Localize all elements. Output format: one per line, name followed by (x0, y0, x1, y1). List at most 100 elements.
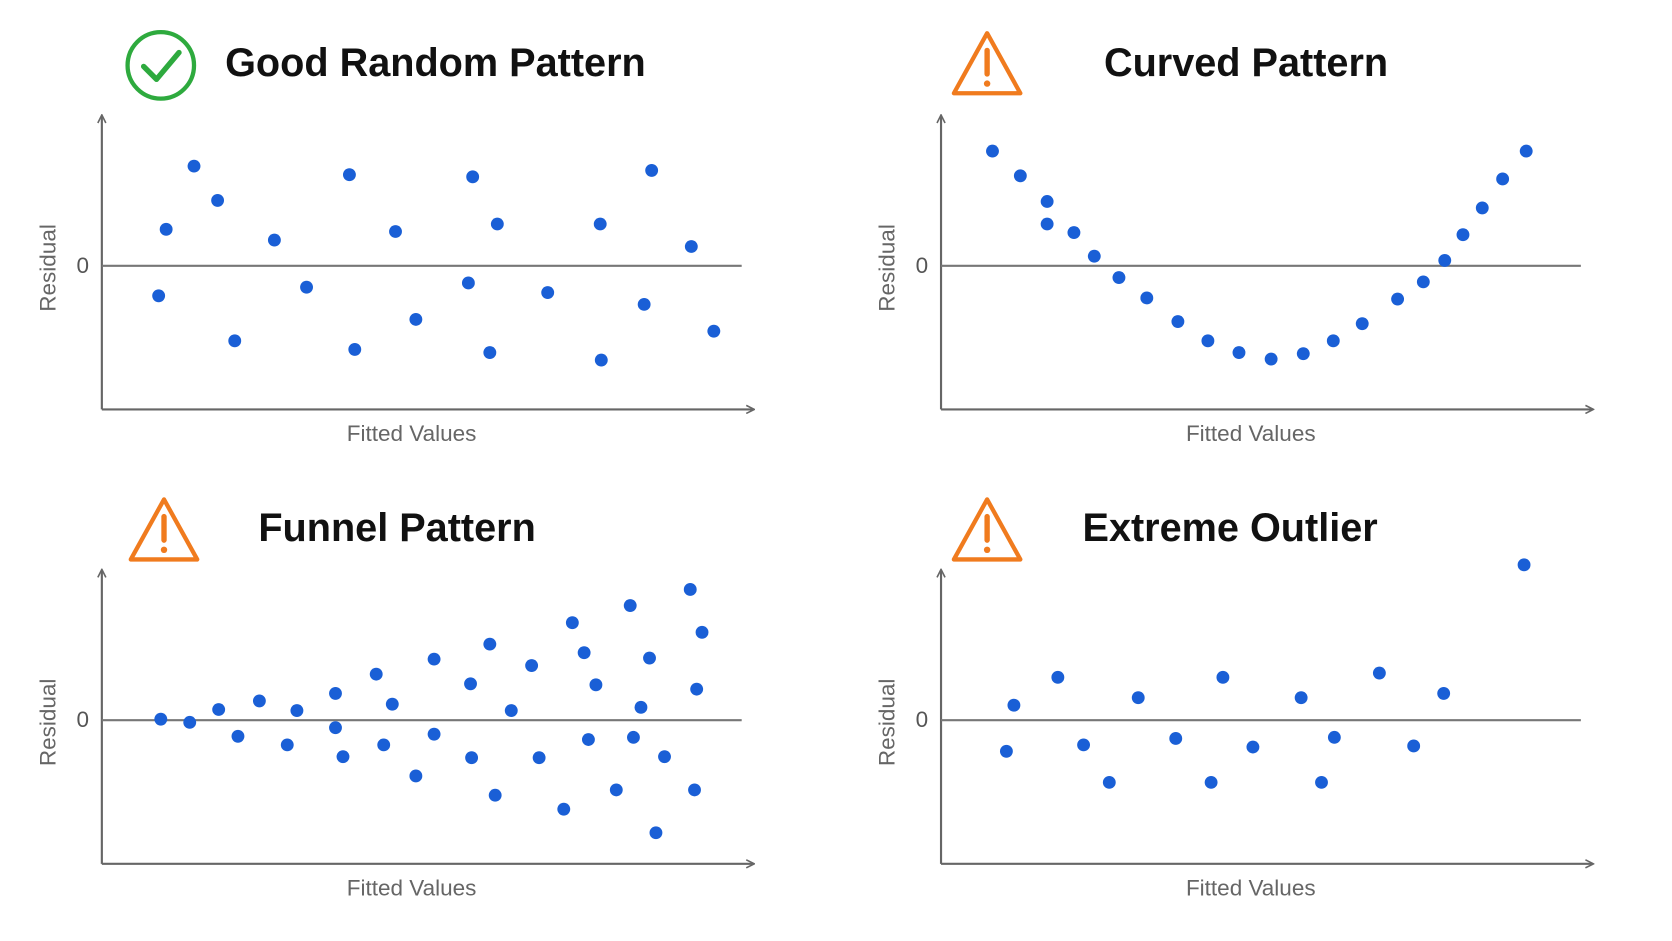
point (329, 721, 342, 735)
point (1077, 738, 1091, 752)
point (1102, 775, 1116, 789)
y-tick-label: 0 (76, 253, 89, 278)
point (336, 750, 350, 764)
warning-icon (951, 497, 1023, 562)
warning-icon (128, 497, 200, 562)
point (634, 700, 648, 714)
point (1013, 169, 1027, 183)
point (1315, 775, 1328, 789)
check-icon (125, 30, 197, 101)
point (369, 667, 383, 681)
y-tick-label: 0 (76, 707, 89, 732)
point (329, 686, 342, 700)
point (525, 659, 539, 672)
panel-title: Extreme Outlier (1083, 506, 1378, 550)
point (377, 738, 391, 752)
point (707, 324, 721, 338)
point (280, 738, 294, 752)
point (1067, 226, 1081, 240)
point (409, 769, 423, 783)
point (488, 788, 502, 802)
point (1140, 291, 1154, 305)
point (154, 712, 168, 726)
point (649, 826, 663, 840)
point (1517, 558, 1531, 572)
point (211, 193, 225, 207)
point (594, 353, 608, 367)
point (1051, 670, 1065, 684)
point (427, 652, 441, 666)
point (999, 744, 1013, 758)
point (1438, 254, 1452, 267)
point (1355, 317, 1369, 331)
point (1519, 144, 1533, 158)
y-axis-label: Residual (35, 679, 60, 767)
point (183, 715, 197, 729)
point (1169, 732, 1183, 745)
point (1407, 739, 1421, 753)
point (466, 170, 480, 184)
point (565, 616, 579, 630)
point (593, 217, 607, 231)
point (1040, 217, 1054, 231)
point (645, 163, 659, 177)
point (1456, 228, 1470, 242)
y-axis-label: Residual (874, 224, 899, 312)
point (623, 599, 637, 612)
point (300, 280, 313, 294)
y-axis-label: Residual (874, 679, 899, 767)
point (1112, 271, 1126, 285)
point (1131, 691, 1145, 705)
point (637, 297, 651, 311)
point (348, 342, 362, 356)
x-axis-label: Fitted Values (347, 875, 477, 900)
y-axis-label: Residual (35, 224, 60, 312)
x-axis-label: Fitted Values (1186, 875, 1316, 900)
point (465, 751, 479, 765)
point (986, 144, 999, 158)
point (1232, 346, 1246, 360)
point (1171, 315, 1185, 328)
point (688, 783, 701, 797)
point (267, 233, 281, 247)
point (577, 646, 591, 660)
point (695, 625, 709, 639)
point (231, 729, 245, 743)
point (1496, 172, 1510, 186)
point (1372, 666, 1386, 680)
point (1475, 201, 1489, 215)
point (427, 727, 441, 741)
x-axis-label: Fitted Values (347, 421, 477, 446)
point (1216, 670, 1230, 684)
point (483, 346, 497, 360)
point (1296, 347, 1310, 361)
point (1204, 775, 1218, 789)
point (1294, 691, 1308, 705)
point (483, 637, 497, 651)
point (187, 159, 201, 173)
point (532, 751, 546, 765)
point (684, 240, 698, 253)
point (342, 168, 356, 182)
point (464, 677, 477, 691)
point (581, 733, 595, 746)
point (252, 694, 266, 708)
panel-title: Funnel Pattern (258, 506, 536, 550)
point (683, 583, 697, 596)
point (627, 730, 640, 744)
point (1040, 195, 1054, 208)
point (690, 682, 704, 696)
point (557, 802, 571, 816)
point (1327, 730, 1341, 744)
point (541, 286, 555, 300)
point (658, 750, 671, 764)
warning-icon (951, 31, 1023, 96)
point (228, 334, 242, 348)
panel-title: Curved Pattern (1104, 41, 1388, 85)
point (490, 217, 504, 231)
point (643, 651, 656, 665)
point (389, 225, 402, 238)
point (409, 312, 423, 326)
point (1437, 686, 1451, 700)
